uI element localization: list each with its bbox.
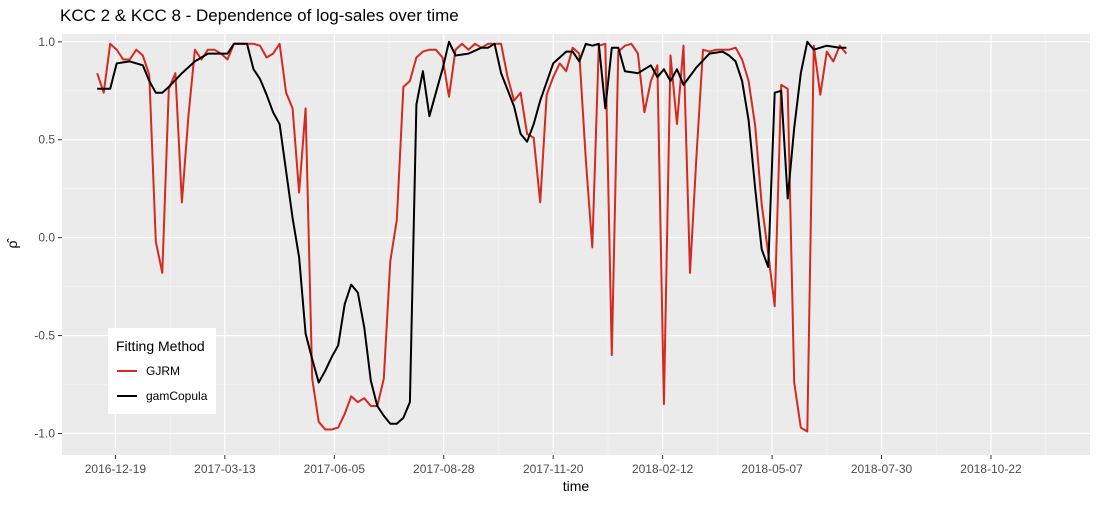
y-axis-title: ρ̂: [4, 238, 20, 249]
x-tick-label: 2017-03-13: [194, 462, 256, 476]
legend-label-gjrm: GJRM: [146, 364, 180, 378]
chart-title: KCC 2 & KCC 8 - Dependence of log-sales …: [60, 6, 459, 25]
y-tick-label: 0.5: [38, 133, 55, 147]
y-tick-label: -1.0: [34, 426, 55, 440]
x-axis-title: time: [563, 478, 590, 494]
x-tick-label: 2016-12-19: [85, 462, 147, 476]
x-tick-label: 2018-02-12: [632, 462, 694, 476]
legend-title: Fitting Method: [116, 338, 205, 354]
plot-panel: [62, 34, 1090, 455]
x-tick-label: 2017-06-05: [304, 462, 366, 476]
y-tick-label: 1.0: [38, 35, 55, 49]
x-tick-label: 2017-11-20: [523, 462, 584, 476]
series-line-gamcopula: [97, 40, 847, 425]
y-tick-label: -0.5: [34, 329, 55, 343]
y-tick-label: 0.0: [38, 231, 55, 245]
x-tick-label: 2017-08-28: [413, 462, 475, 476]
x-tick-label: 2018-07-30: [851, 462, 913, 476]
x-tick-label: 2018-10-22: [960, 462, 1022, 476]
legend-label-gamcopula: gamCopula: [146, 389, 208, 403]
x-tick-label: 2018-05-07: [741, 462, 803, 476]
